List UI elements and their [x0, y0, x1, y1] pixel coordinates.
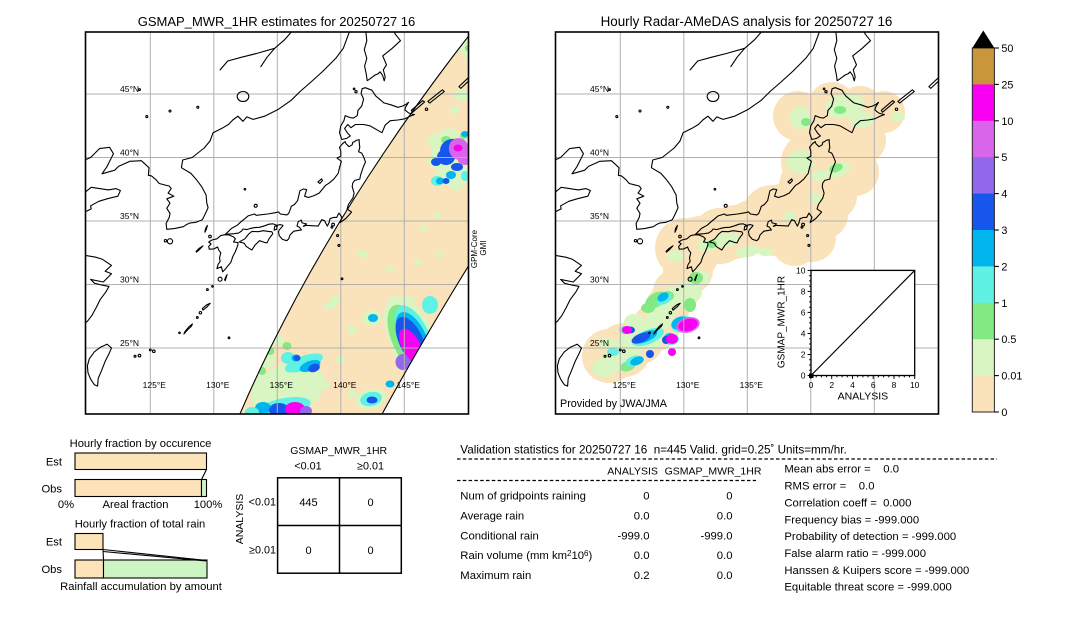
svg-text:Areal fraction: Areal fraction — [103, 499, 169, 511]
svg-text:Maximum rain: Maximum rain — [460, 570, 531, 582]
svg-text:Average rain: Average rain — [460, 510, 524, 522]
svg-text:100%: 100% — [194, 499, 223, 511]
svg-text:0: 0 — [367, 497, 373, 509]
svg-text:Conditional rain: Conditional rain — [460, 531, 539, 543]
svg-text:25°N: 25°N — [590, 338, 609, 348]
svg-text:0.0: 0.0 — [634, 550, 650, 562]
svg-text:0.5: 0.5 — [1001, 334, 1016, 346]
svg-text:Frequency bias = -999.000: Frequency bias = -999.000 — [784, 514, 919, 526]
svg-text:-999.0: -999.0 — [700, 531, 732, 543]
svg-text:4: 4 — [1001, 189, 1007, 201]
svg-text:Rain volume (mm km2106): Rain volume (mm km2106) — [460, 550, 592, 563]
svg-text:GSMAP_MWR_1HR estimates for 20: GSMAP_MWR_1HR estimates for 20250727 16 — [138, 14, 415, 29]
svg-text:<0.01: <0.01 — [294, 461, 321, 473]
svg-text:10: 10 — [1001, 116, 1013, 128]
svg-text:False alarm ratio = -999.000: False alarm ratio = -999.000 — [784, 548, 926, 560]
svg-text:130°E: 130°E — [676, 380, 700, 390]
svg-text:45°N: 45°N — [590, 84, 609, 94]
svg-text:0.0: 0.0 — [717, 510, 733, 522]
svg-text:Num of gridpoints raining: Num of gridpoints raining — [460, 490, 586, 502]
svg-text:Est: Est — [46, 457, 63, 469]
svg-text:8: 8 — [801, 286, 806, 296]
svg-text:Obs: Obs — [41, 564, 62, 576]
svg-text:Hourly fraction by occurence: Hourly fraction by occurence — [70, 438, 212, 450]
svg-text:ANALYSIS: ANALYSIS — [234, 494, 246, 545]
svg-text:0: 0 — [809, 380, 814, 390]
svg-text:GMI: GMI — [479, 240, 488, 255]
svg-text:GSMAP_MWR_1HR: GSMAP_MWR_1HR — [665, 466, 762, 478]
svg-text:0: 0 — [367, 545, 373, 557]
svg-text:45°N: 45°N — [120, 84, 139, 94]
svg-text:GSMAP_MWR_1HR: GSMAP_MWR_1HR — [777, 276, 788, 368]
svg-text:135°E: 135°E — [740, 380, 764, 390]
svg-text:3: 3 — [1001, 225, 1007, 237]
svg-text:Mean abs error = 0.0: Mean abs error = 0.0 — [784, 464, 899, 476]
svg-text:≥0.01: ≥0.01 — [357, 461, 384, 473]
svg-text:Correlation coeff = 0.000: Correlation coeff = 0.000 — [784, 497, 911, 509]
svg-text:0: 0 — [305, 545, 311, 557]
svg-text:0.0: 0.0 — [634, 510, 650, 522]
svg-text:145°E: 145°E — [397, 380, 421, 390]
svg-text:0.2: 0.2 — [634, 570, 650, 582]
svg-text:135°E: 135°E — [270, 380, 294, 390]
svg-text:≥0.01: ≥0.01 — [249, 545, 276, 557]
svg-text:Hanssen & Kuipers score = -999: Hanssen & Kuipers score = -999.000 — [784, 565, 969, 577]
svg-text:4: 4 — [801, 329, 806, 339]
svg-text:40°N: 40°N — [120, 148, 139, 158]
svg-text:125°E: 125°E — [613, 380, 637, 390]
svg-text:445: 445 — [299, 497, 317, 509]
svg-text:Hourly fraction of total rain: Hourly fraction of total rain — [75, 519, 206, 531]
svg-text:1: 1 — [1001, 298, 1007, 310]
svg-text:2: 2 — [801, 350, 806, 360]
svg-text:Hourly Radar-AMeDAS analysis f: Hourly Radar-AMeDAS analysis for 2025072… — [601, 14, 893, 29]
svg-text:10: 10 — [910, 380, 920, 390]
svg-text:6: 6 — [871, 380, 876, 390]
svg-text:2: 2 — [1001, 261, 1007, 273]
svg-text:Equitable threat score = -999.: Equitable threat score = -999.000 — [784, 582, 951, 594]
svg-text:2: 2 — [829, 380, 834, 390]
svg-text:8: 8 — [892, 380, 897, 390]
svg-text:125°E: 125°E — [143, 380, 167, 390]
svg-text:ANALYSIS: ANALYSIS — [838, 391, 889, 403]
svg-text:35°N: 35°N — [120, 211, 139, 221]
svg-text:130°E: 130°E — [206, 380, 230, 390]
svg-text:GSMAP_MWR_1HR: GSMAP_MWR_1HR — [290, 445, 387, 457]
svg-text:ANALYSIS: ANALYSIS — [607, 466, 658, 478]
svg-text:50: 50 — [1001, 43, 1013, 55]
svg-text:0: 0 — [726, 490, 732, 502]
svg-text:40°N: 40°N — [590, 148, 609, 158]
svg-text:Rainfall accumulation by amoun: Rainfall accumulation by amount — [60, 581, 223, 593]
svg-text:0: 0 — [1001, 407, 1007, 419]
svg-text:4: 4 — [850, 380, 855, 390]
svg-text:25: 25 — [1001, 79, 1013, 91]
svg-text:0%: 0% — [58, 499, 74, 511]
svg-text:6: 6 — [801, 307, 806, 317]
svg-text:RMS error = 0.0: RMS error = 0.0 — [784, 481, 874, 493]
svg-text:Est: Est — [46, 537, 63, 549]
svg-text:Obs: Obs — [41, 484, 62, 496]
svg-text:0: 0 — [801, 371, 806, 381]
svg-text:25°N: 25°N — [120, 338, 139, 348]
svg-text:Provided by JWA/JMA: Provided by JWA/JMA — [560, 398, 668, 410]
svg-text:GPM-Core: GPM-Core — [470, 229, 479, 268]
svg-text:0.0: 0.0 — [717, 550, 733, 562]
svg-text:0.0: 0.0 — [717, 570, 733, 582]
svg-text:Validation statistics for 2025: Validation statistics for 20250727 16 n=… — [460, 444, 846, 457]
svg-text:5: 5 — [1001, 152, 1007, 164]
svg-text:140°E: 140°E — [333, 380, 357, 390]
svg-text:0.01: 0.01 — [1001, 371, 1022, 383]
svg-text:30°N: 30°N — [120, 275, 139, 285]
svg-text:0: 0 — [643, 490, 649, 502]
svg-text:30°N: 30°N — [590, 275, 609, 285]
svg-text:<0.01: <0.01 — [249, 497, 276, 509]
svg-text:-999.0: -999.0 — [617, 531, 649, 543]
svg-text:Probability of detection = -99: Probability of detection = -999.000 — [784, 531, 956, 543]
svg-text:10: 10 — [796, 265, 806, 275]
svg-text:35°N: 35°N — [590, 211, 609, 221]
